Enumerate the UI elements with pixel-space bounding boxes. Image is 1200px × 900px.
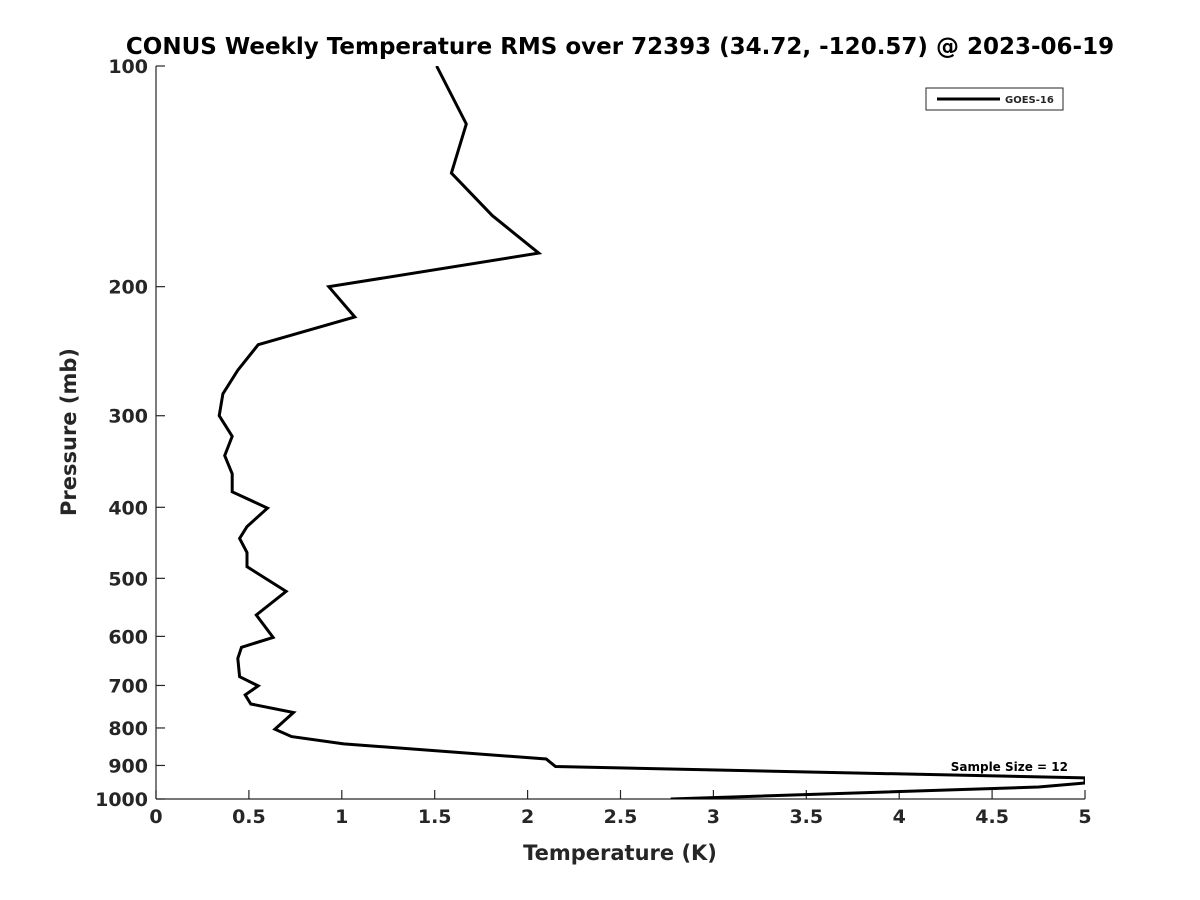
x-tick-label: 2 xyxy=(521,806,534,828)
legend: GOES-16 xyxy=(925,87,1064,111)
x-tick-label: 0.5 xyxy=(232,806,266,828)
x-axis-label: Temperature (K) xyxy=(523,841,717,865)
y-axis-label: Pressure (mb) xyxy=(57,348,81,516)
x-tick-label: 2.5 xyxy=(604,806,638,828)
y-tick-label: 200 xyxy=(108,277,148,299)
x-tick-label: 4 xyxy=(893,806,906,828)
sample-size-annotation: Sample Size = 12 xyxy=(951,760,1068,774)
y-tick-label: 1000 xyxy=(95,789,148,811)
axes xyxy=(155,66,1085,800)
y-tick-label: 300 xyxy=(108,406,148,428)
x-tick-label: 1.5 xyxy=(418,806,452,828)
y-tick-label: 800 xyxy=(108,718,148,740)
chart-title: CONUS Weekly Temperature RMS over 72393 … xyxy=(126,34,1114,60)
legend-entry-goes-16: GOES-16 xyxy=(1005,95,1054,106)
y-tick-label: 100 xyxy=(108,56,148,78)
series-line-goes-16 xyxy=(217,66,1085,799)
x-tick-label: 1 xyxy=(335,806,348,828)
x-tick-label: 5 xyxy=(1078,806,1091,828)
y-tick-label: 900 xyxy=(108,755,148,777)
y-tick-label: 400 xyxy=(108,497,148,519)
y-tick-label: 500 xyxy=(108,568,148,590)
x-tick-label: 3.5 xyxy=(789,806,823,828)
x-tick-label: 3 xyxy=(707,806,720,828)
y-tick-label: 700 xyxy=(108,675,148,697)
y-tick-label: 600 xyxy=(108,626,148,648)
x-tick-label: 4.5 xyxy=(975,806,1009,828)
x-tick-label: 0 xyxy=(149,806,162,828)
